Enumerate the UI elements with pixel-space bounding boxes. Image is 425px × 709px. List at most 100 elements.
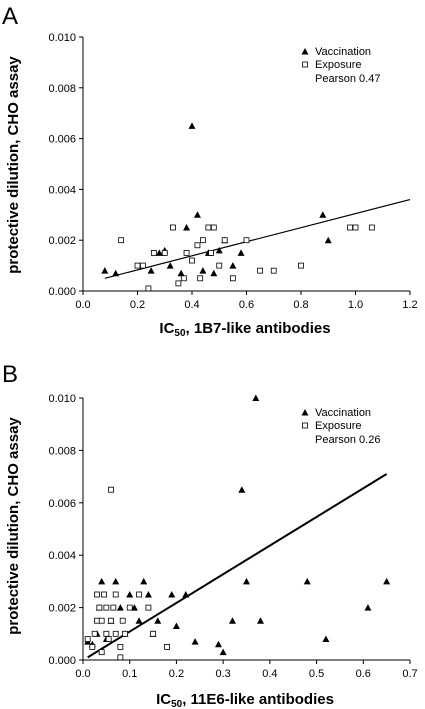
vaccination-point bbox=[229, 262, 237, 269]
vaccination-point bbox=[237, 249, 245, 256]
exposure-point bbox=[98, 649, 105, 656]
vaccination-point bbox=[183, 224, 191, 231]
exposure-point bbox=[352, 224, 359, 231]
vaccination-point bbox=[215, 246, 223, 254]
exposure-point bbox=[205, 224, 212, 231]
legend-vaccination-label: Vaccination bbox=[315, 407, 371, 419]
exposure-point bbox=[117, 644, 124, 650]
x-tick-label: 0.7 bbox=[402, 668, 417, 680]
exposure-point bbox=[194, 242, 201, 249]
y-tick-label: 0.008 bbox=[48, 83, 76, 95]
vaccination-point bbox=[210, 269, 218, 277]
exposure-point bbox=[122, 630, 128, 637]
legend-vaccination-marker bbox=[301, 409, 309, 416]
x-tick-label: 1.0 bbox=[348, 299, 363, 311]
legend-exposure-marker bbox=[302, 422, 308, 429]
vaccination-point bbox=[193, 211, 201, 218]
exposure-point bbox=[94, 591, 100, 598]
exposure-point bbox=[175, 280, 182, 287]
exposure-point bbox=[164, 644, 170, 650]
exposure-point bbox=[119, 617, 126, 624]
exposure-point bbox=[208, 249, 214, 256]
exposure-point bbox=[134, 262, 141, 269]
vaccination-point bbox=[154, 617, 162, 624]
vaccination-point bbox=[257, 617, 265, 624]
x-tick-label: 0.6 bbox=[239, 299, 254, 311]
vaccination-point bbox=[219, 648, 227, 656]
legend-exposure-label: Exposure bbox=[315, 420, 361, 432]
panel-a-ylabel: protective dilution, CHO assay bbox=[5, 56, 22, 274]
vaccination-point bbox=[166, 262, 174, 269]
exposure-point bbox=[98, 617, 105, 624]
exposure-point bbox=[170, 224, 176, 231]
legend-exposure-label: Exposure bbox=[315, 59, 361, 71]
exposure-point bbox=[199, 237, 206, 244]
exposure-point bbox=[145, 285, 152, 292]
exposure-point bbox=[221, 237, 228, 244]
vaccination-point bbox=[364, 604, 372, 611]
exposure-point bbox=[180, 275, 187, 282]
vaccination-point bbox=[238, 486, 246, 493]
vaccination-point bbox=[199, 267, 207, 274]
exposure-point bbox=[103, 630, 110, 637]
trendline bbox=[87, 473, 388, 659]
legend-vaccination-marker bbox=[301, 48, 309, 55]
exposure-point bbox=[101, 591, 107, 598]
vaccination-point bbox=[243, 577, 250, 585]
vaccination-point bbox=[112, 269, 120, 277]
x-tick-label: 1.2 bbox=[402, 299, 417, 311]
exposure-point bbox=[110, 604, 117, 611]
exposure-point bbox=[347, 224, 353, 231]
panel-a: A protective dilution, CHO assay IC50, 1… bbox=[2, 3, 418, 339]
vaccination-point bbox=[144, 591, 152, 598]
exposure-point bbox=[210, 224, 217, 231]
y-tick-label: 0.004 bbox=[48, 184, 76, 196]
exposure-point bbox=[145, 604, 152, 611]
panel-a-xlabel: IC50, 1B7-like antibodies bbox=[159, 320, 330, 339]
vaccination-point bbox=[135, 617, 143, 624]
exposure-point bbox=[189, 257, 195, 264]
x-tick-label: 0.4 bbox=[184, 299, 199, 311]
exposure-point bbox=[243, 237, 250, 244]
exposure-point bbox=[150, 630, 156, 637]
vaccination-point bbox=[112, 577, 120, 585]
x-tick-label: 0.3 bbox=[215, 668, 230, 680]
x-tick-label: 0.6 bbox=[356, 668, 371, 680]
exposure-point bbox=[216, 262, 223, 269]
vaccination-point bbox=[182, 591, 190, 598]
exposure-point bbox=[183, 249, 190, 256]
vaccination-point bbox=[140, 577, 148, 585]
exposure-point bbox=[161, 249, 168, 256]
exposure-point bbox=[91, 630, 98, 637]
x-tick-label: 0.4 bbox=[262, 668, 277, 680]
vaccination-point bbox=[191, 638, 199, 645]
y-tick-label: 0.006 bbox=[48, 498, 76, 510]
vaccination-point bbox=[172, 622, 180, 629]
y-tick-label: 0.000 bbox=[48, 286, 76, 298]
y-tick-label: 0.002 bbox=[48, 603, 76, 615]
exposure-point bbox=[112, 591, 119, 598]
vaccination-point bbox=[126, 591, 134, 598]
y-tick-label: 0.002 bbox=[48, 235, 76, 247]
vaccination-point bbox=[324, 236, 332, 244]
panel-b: B protective dilution, CHO assay IC50, 1… bbox=[2, 361, 418, 709]
legend-vaccination-label: Vaccination bbox=[315, 46, 371, 58]
vaccination-point bbox=[116, 604, 124, 611]
exposure-point bbox=[84, 636, 91, 642]
legend-exposure-marker bbox=[302, 61, 308, 68]
x-tick-label: 0.1 bbox=[122, 668, 137, 680]
vaccination-point bbox=[98, 577, 106, 585]
exposure-point bbox=[103, 604, 110, 611]
legend-pearson-label: Pearson 0.47 bbox=[315, 73, 380, 85]
panel-a-letter: A bbox=[2, 3, 18, 30]
x-tick-label: 0.2 bbox=[130, 299, 145, 311]
legend-pearson-label: Pearson 0.26 bbox=[315, 434, 380, 446]
y-tick-label: 0.004 bbox=[48, 550, 76, 562]
vaccination-point bbox=[168, 591, 176, 598]
vaccination-point bbox=[130, 604, 138, 611]
trendline bbox=[104, 198, 411, 279]
exposure-point bbox=[118, 237, 125, 244]
vaccination-point bbox=[147, 267, 155, 274]
vaccination-point bbox=[303, 577, 311, 585]
